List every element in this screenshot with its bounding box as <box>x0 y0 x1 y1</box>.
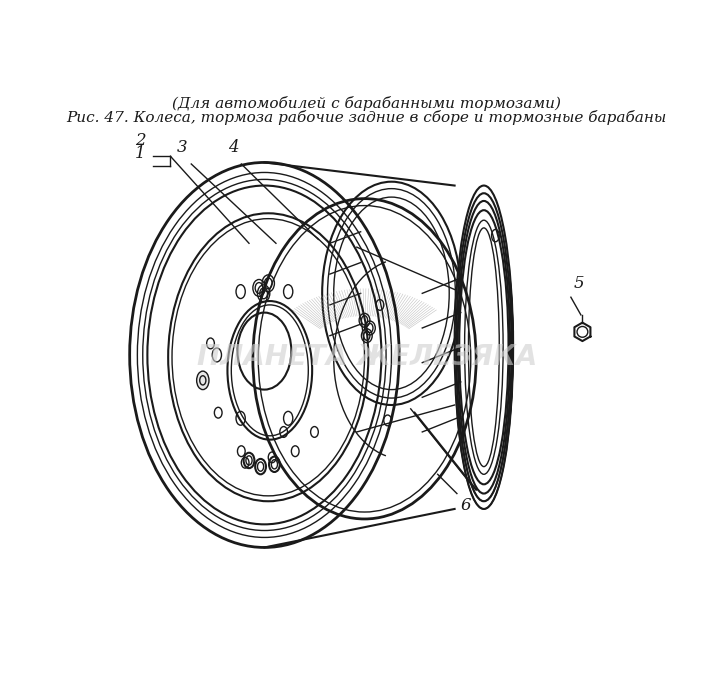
Text: 3: 3 <box>177 139 187 156</box>
Text: 6: 6 <box>460 497 471 514</box>
Text: 1: 1 <box>135 146 146 163</box>
Text: Рис. 47. Колеса, тормоза рабочие задние в сборе и тормозные барабаны: Рис. 47. Колеса, тормоза рабочие задние … <box>66 109 666 124</box>
Ellipse shape <box>197 371 209 390</box>
Text: (Для автомобилей с барабанными тормозами): (Для автомобилей с барабанными тормозами… <box>172 96 561 111</box>
Text: 2: 2 <box>135 133 146 150</box>
Text: 4: 4 <box>228 139 239 156</box>
Text: ПЛАНЕТА ЖЕЛЕЗЯКА: ПЛАНЕТА ЖЕЛЕЗЯКА <box>197 343 537 371</box>
Text: 5: 5 <box>573 275 584 292</box>
